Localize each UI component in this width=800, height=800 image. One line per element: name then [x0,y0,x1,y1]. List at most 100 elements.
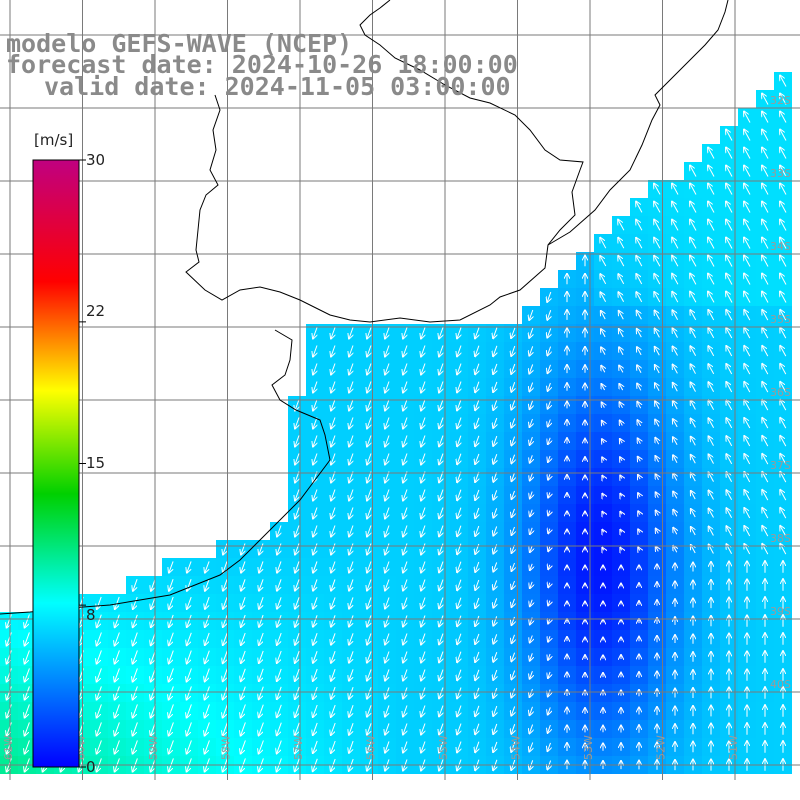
wind-arrow [762,274,769,285]
wind-arrow [780,292,787,303]
wind-arrow [726,328,733,339]
wind-arrow [367,345,371,357]
wind-arrow [744,130,751,141]
wind-arrow [762,184,769,195]
colorbar-gradient [32,159,80,768]
wind-arrow [655,311,660,320]
wind-arrow [744,238,751,249]
wind-arrow [385,345,389,357]
colorbar-tick-label: 30 [86,151,106,169]
wind-arrow [780,184,787,195]
wind-arrow [690,166,697,177]
wind-arrow [654,238,661,249]
wind-arrow [475,327,479,339]
wind-arrow [762,220,769,231]
wind-arrow [493,345,497,356]
wind-arrow [421,345,425,357]
wind-arrow [762,310,769,321]
wind-arrow [762,94,769,105]
longitude-label: 61W [2,735,15,760]
wind-arrow [618,220,625,231]
wind-arrow [331,345,335,357]
wind-arrow [708,256,715,267]
wind-arrow [421,327,425,339]
wind-arrow [636,238,643,249]
wind-arrow [744,310,751,321]
longitude-label: 52W [655,735,668,760]
wind-arrow [439,345,443,357]
wind-arrow [457,327,461,339]
wind-arrow [690,328,697,339]
wind-arrow [708,148,715,159]
wind-arrow [708,202,715,213]
wind-arrow [636,202,643,213]
longitude-label: 55W [437,735,450,760]
wind-arrow [349,327,353,339]
wind-arrow [726,310,733,321]
wind-arrow [780,166,787,177]
latitude-label: 37S [770,459,791,472]
wind-arrow [708,220,715,231]
wind-arrow [403,345,407,357]
wind-arrow [600,256,607,267]
wind-arrow [618,256,625,267]
wind-arrow [529,309,533,320]
wind-arrow [672,256,679,267]
wind-arrow [762,292,769,303]
wind-arrow [313,327,317,339]
wind-arrow [511,345,515,356]
wind-arrow [601,347,605,355]
wind-arrow [780,112,787,123]
wind-arrow [726,148,733,159]
wind-arrow [690,310,697,321]
title-valid-date: valid date: 2024-11-05 03:00:00 [44,72,511,101]
wind-arrow [636,274,643,285]
wind-arrow [313,345,317,357]
wind-arrow [708,292,715,303]
wind-arrow [618,274,625,285]
wind-arrow [780,256,787,267]
wind-arrow [672,184,679,195]
colorbar-tick-label: 0 [86,758,96,776]
wind-arrow [744,184,751,195]
wind-arrow [690,238,697,249]
latitude-label: 39S [770,605,791,618]
wind-arrow [618,238,625,249]
wind-arrow [403,327,407,339]
latitude-label: 33S [770,167,791,180]
wind-arrow [762,148,769,159]
wind-arrow [637,329,642,338]
wind-arrow [672,310,679,320]
wind-arrow [690,220,697,231]
wind-arrow [600,292,607,302]
colorbar-tick-label: 8 [86,606,96,624]
wind-arrow [762,166,769,177]
wind-arrow [619,311,624,320]
wind-arrow [331,327,335,339]
wind-arrow [547,346,550,356]
wind-arrow [367,327,371,339]
wind-arrow [600,238,607,249]
longitude-label: 54W [510,735,523,760]
wind-arrow [672,292,679,303]
wind-arrow [457,345,461,357]
wind-arrow [780,76,787,87]
wind-arrow [601,329,605,338]
latitude-label: 40S [770,678,791,691]
latitude-label: 35S [770,313,791,326]
wind-arrow [780,202,787,213]
wind-arrow [726,220,733,231]
wind-arrow [547,291,551,302]
wind-arrow [636,292,643,303]
wind-arrow [762,328,769,339]
wind-arrow [654,292,661,303]
wind-arrow [654,202,661,213]
wind-arrow [726,256,733,267]
wind-arrow [636,220,643,231]
wind-arrow [672,238,679,249]
longitude-label: 59W [147,735,160,760]
wind-arrow [672,220,679,231]
wind-arrow [618,292,625,303]
wind-arrow [744,202,751,213]
